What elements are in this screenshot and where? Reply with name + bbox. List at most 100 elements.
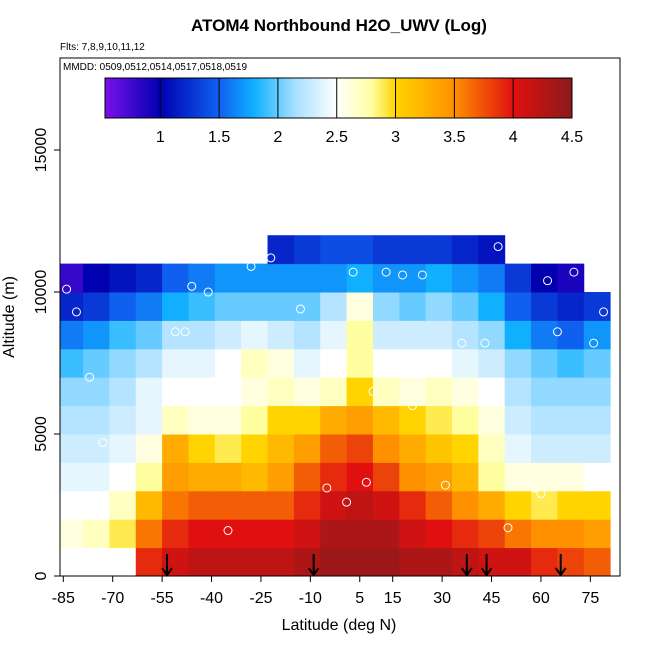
- heat-cell: [425, 547, 453, 577]
- heat-cell: [267, 263, 295, 293]
- data-point: [246, 261, 256, 271]
- heat-cell: [320, 292, 348, 321]
- heat-cell: [346, 235, 374, 265]
- heat-cell: [583, 519, 611, 549]
- heat-cell: [188, 405, 216, 435]
- x-tick-label: 30: [433, 590, 451, 607]
- heat-cell: [372, 292, 400, 321]
- heat-cell: [478, 377, 506, 407]
- heat-cell: [188, 377, 216, 407]
- data-point: [536, 489, 546, 499]
- heat-cell: [346, 320, 374, 350]
- arrow-head: [480, 567, 493, 577]
- heat-cell: [267, 292, 295, 321]
- heat-cell: [372, 348, 400, 378]
- heat-cell: [452, 462, 479, 492]
- heat-cell: [83, 405, 110, 435]
- heat-cell: [346, 263, 374, 293]
- heat-cell: [346, 519, 374, 549]
- heat-cell: [267, 547, 295, 577]
- chart-title: ATOM4 Northbound H2O_UWV (Log): [191, 16, 487, 35]
- arrow: [480, 554, 493, 577]
- x-tick-label: 75: [581, 590, 599, 607]
- heat-cell: [372, 405, 400, 435]
- heat-cell: [320, 263, 348, 293]
- heat-cell: [293, 462, 321, 492]
- heat-cell: [214, 292, 242, 321]
- heat-cell: [504, 434, 532, 463]
- heat-cell: [135, 462, 163, 492]
- heat-cell: [60, 519, 84, 549]
- data-point: [407, 401, 417, 411]
- heat-cell: [583, 490, 611, 520]
- heat-cell: [557, 405, 585, 435]
- heat-cell: [241, 547, 269, 577]
- heat-cell: [452, 263, 479, 293]
- heat-cell: [399, 320, 427, 350]
- data-point: [381, 267, 391, 277]
- heat-cell: [60, 490, 84, 520]
- heat-cell: [293, 292, 321, 321]
- heat-cell: [83, 434, 110, 463]
- data-point: [348, 267, 358, 277]
- data-point: [543, 276, 553, 286]
- heat-cell: [504, 405, 532, 435]
- heat-cell: [162, 519, 189, 549]
- y-tick-label: 15000: [33, 128, 50, 173]
- heat-cell: [109, 434, 137, 463]
- heat-cell: [372, 490, 400, 520]
- heat-cell: [241, 377, 269, 407]
- data-point: [342, 497, 352, 507]
- heat-cell: [504, 547, 532, 577]
- heat-cell: [109, 405, 137, 435]
- heat-cell: [399, 434, 427, 463]
- heat-cell: [478, 292, 506, 321]
- data-point: [187, 281, 197, 291]
- heat-cell: [425, 292, 453, 321]
- data-point: [98, 438, 108, 448]
- arrow-head: [161, 567, 173, 577]
- heat-cell: [399, 292, 427, 321]
- heat-cell: [504, 377, 532, 407]
- heat-cell: [135, 320, 163, 350]
- heat-cell: [267, 519, 295, 549]
- heat-cell: [162, 263, 189, 293]
- x-tick-label: -70: [101, 590, 124, 607]
- colorbar-tick-label: 1.5: [208, 129, 230, 146]
- heat-cell: [452, 490, 479, 520]
- heat-cell: [399, 519, 427, 549]
- heat-cell: [60, 405, 84, 435]
- heat-cell: [346, 292, 374, 321]
- data-point: [170, 327, 180, 337]
- subtitle: Flts: 7,8,9,10,11,12: [60, 42, 145, 53]
- colorbar-tick-label: 2.5: [326, 129, 348, 146]
- x-tick-label: 15: [384, 590, 402, 607]
- colorbar-tick-label: 1: [156, 129, 165, 146]
- heat-cell: [83, 292, 110, 321]
- heat-cell: [399, 547, 427, 577]
- heat-cell: [583, 547, 611, 577]
- data-point: [361, 477, 371, 487]
- heat-cell: [83, 519, 110, 549]
- heat-cell: [504, 348, 532, 378]
- heat-cell: [425, 377, 453, 407]
- heat-cell: [109, 320, 137, 350]
- data-point: [529, 483, 539, 493]
- heat-cell: [162, 490, 189, 520]
- arrow-head: [307, 567, 320, 577]
- heat-cell: [557, 320, 585, 350]
- heat-cell: [531, 519, 558, 549]
- heat-cell: [557, 519, 585, 549]
- heat-cell: [188, 462, 216, 492]
- heat-cell: [214, 348, 242, 378]
- heat-cell: [60, 377, 84, 407]
- heat-cell: [293, 519, 321, 549]
- heat-cell: [372, 434, 400, 463]
- y-tick-label: 10000: [33, 270, 50, 315]
- data-point: [398, 270, 408, 280]
- data-point: [71, 307, 81, 317]
- heat-cell: [214, 519, 242, 549]
- y-axis-label: Altitude (m): [1, 276, 18, 358]
- y-tick-label: 0: [33, 571, 50, 580]
- heat-cell: [241, 348, 269, 378]
